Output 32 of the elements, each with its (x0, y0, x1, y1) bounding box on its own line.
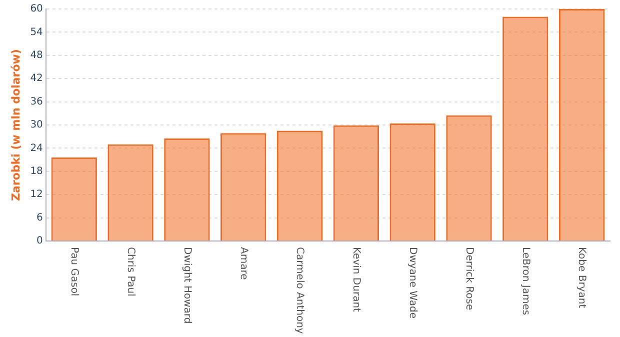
bar (446, 115, 492, 240)
x-tick-label: Kobe Bryant (576, 247, 588, 308)
y-tick-label: 12 (30, 189, 43, 200)
bar (502, 16, 548, 240)
bar (164, 138, 210, 240)
x-tick-label: Kevin Durant (350, 247, 362, 312)
y-tick-label: 30 (30, 120, 43, 131)
x-tick-label: Chris Paul (124, 247, 136, 296)
x-tick-label: Dwyane Wade (406, 247, 418, 318)
x-tick-label: LeBron James (520, 247, 531, 316)
x-tick-label: Dwight Howard (181, 247, 192, 324)
x-tick-label: Amare (238, 247, 249, 280)
y-tick-label: 54 (30, 26, 43, 38)
y-tick-label: 18 (30, 166, 43, 177)
bar (51, 157, 97, 240)
y-tick-label: 60 (30, 4, 43, 15)
bar (390, 123, 436, 240)
y-tick-label: 48 (30, 50, 43, 61)
bar (558, 9, 605, 240)
y-tick-label: 0 (36, 236, 43, 247)
bar (220, 133, 266, 240)
bar (108, 144, 154, 240)
y-tick-label: 42 (30, 73, 43, 84)
y-axis-title: Zarobki (w mln dolarów) (9, 49, 22, 201)
bar (333, 125, 380, 240)
y-tick-label: 24 (30, 142, 43, 154)
x-tick-label: Pau Gasol (68, 247, 80, 296)
y-tick-label: 36 (30, 96, 43, 108)
x-tick-label: Carmelo Anthony (294, 247, 306, 334)
bar (276, 130, 323, 240)
x-tick-label: Derrick Rose (463, 247, 474, 310)
y-tick-label: 6 (36, 212, 43, 224)
